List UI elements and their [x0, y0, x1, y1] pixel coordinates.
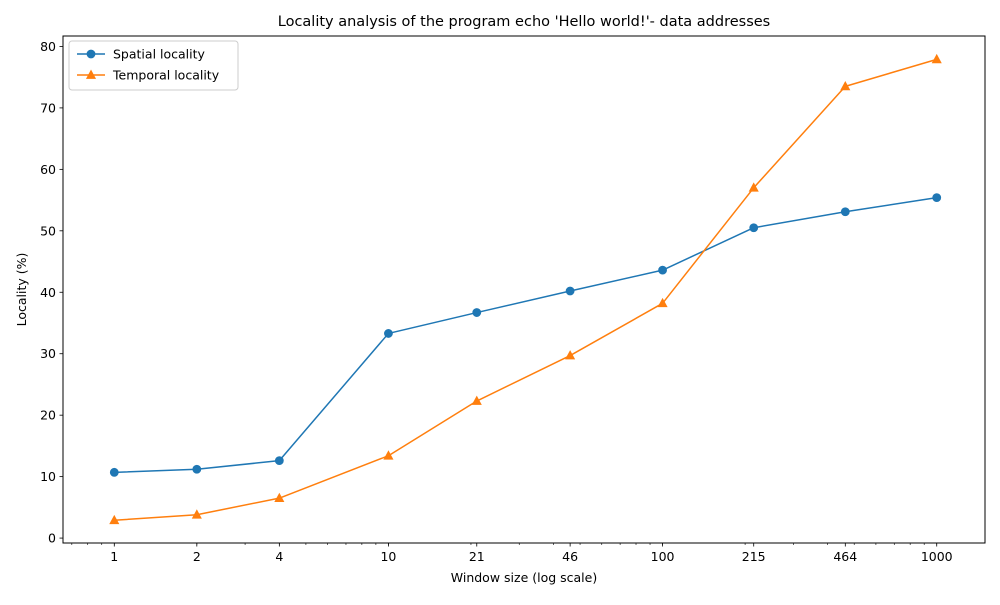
- y-tick-label: 60: [40, 162, 56, 177]
- data-point-circle: [749, 223, 759, 233]
- data-point-triangle: [109, 514, 120, 525]
- x-axis-label: Window size (log scale): [451, 570, 597, 585]
- y-tick-label: 20: [40, 408, 56, 423]
- x-tick-label: 100: [651, 549, 675, 564]
- data-point-circle: [840, 207, 850, 217]
- legend-entry-label: Spatial locality: [113, 47, 206, 62]
- y-tick-label: 10: [40, 469, 56, 484]
- series-line: [114, 58, 937, 522]
- data-point-circle: [274, 456, 284, 466]
- y-tick-label: 70: [40, 100, 56, 115]
- data-point-triangle: [840, 80, 851, 91]
- plot-area: [109, 53, 942, 525]
- data-point-triangle: [748, 182, 759, 192]
- y-tick-label: 50: [40, 223, 56, 238]
- data-point-triangle: [931, 53, 942, 64]
- y-tick-label: 80: [40, 39, 56, 54]
- series-temporal-locality: [109, 53, 942, 525]
- x-tick-label: 464: [833, 549, 857, 564]
- x-tick-label: 4: [275, 549, 283, 564]
- y-tick-label: 40: [40, 285, 56, 300]
- data-point-circle: [192, 464, 202, 474]
- data-point-triangle: [565, 350, 576, 360]
- x-tick-label: 215: [742, 549, 766, 564]
- series-line: [114, 196, 937, 474]
- x-tick-label: 21: [469, 549, 485, 564]
- legend-entry-label: Temporal locality: [112, 68, 220, 83]
- data-point-circle: [472, 308, 482, 317]
- data-point-circle: [658, 265, 667, 275]
- data-point-triangle: [383, 450, 394, 460]
- x-tick-label: 1: [110, 549, 118, 564]
- x-tick-label: 46: [562, 549, 578, 564]
- y-tick-label: 0: [48, 531, 56, 546]
- data-point-circle: [565, 286, 575, 296]
- data-point-triangle: [657, 297, 668, 308]
- data-point-triangle: [471, 395, 482, 405]
- data-point-circle: [932, 193, 942, 203]
- series-spatial-locality: [109, 193, 942, 477]
- data-point-triangle: [191, 509, 202, 519]
- data-point-circle: [384, 329, 393, 338]
- y-axis-label: Locality (%): [14, 253, 29, 327]
- chart-title: Locality analysis of the program echo 'H…: [278, 14, 770, 30]
- data-point-circle: [109, 467, 119, 477]
- data-point-triangle: [274, 492, 285, 502]
- x-tick-label: 10: [380, 549, 396, 564]
- x-tick-label: 2: [193, 549, 201, 564]
- legend: Spatial locality Temporal locality: [68, 40, 239, 91]
- data-point-triangle: [85, 69, 97, 79]
- y-tick-label: 30: [40, 346, 56, 361]
- plot-frame: [62, 35, 986, 544]
- x-tick-label: 1000: [921, 549, 953, 564]
- legend-box: [68, 40, 239, 91]
- y-axis: 0 10 20 30 40 50 60 70 80: [40, 39, 63, 546]
- data-point-circle: [86, 49, 96, 59]
- x-axis: 1 2 4 10 21 46 100 215 464 1000: [71, 543, 953, 564]
